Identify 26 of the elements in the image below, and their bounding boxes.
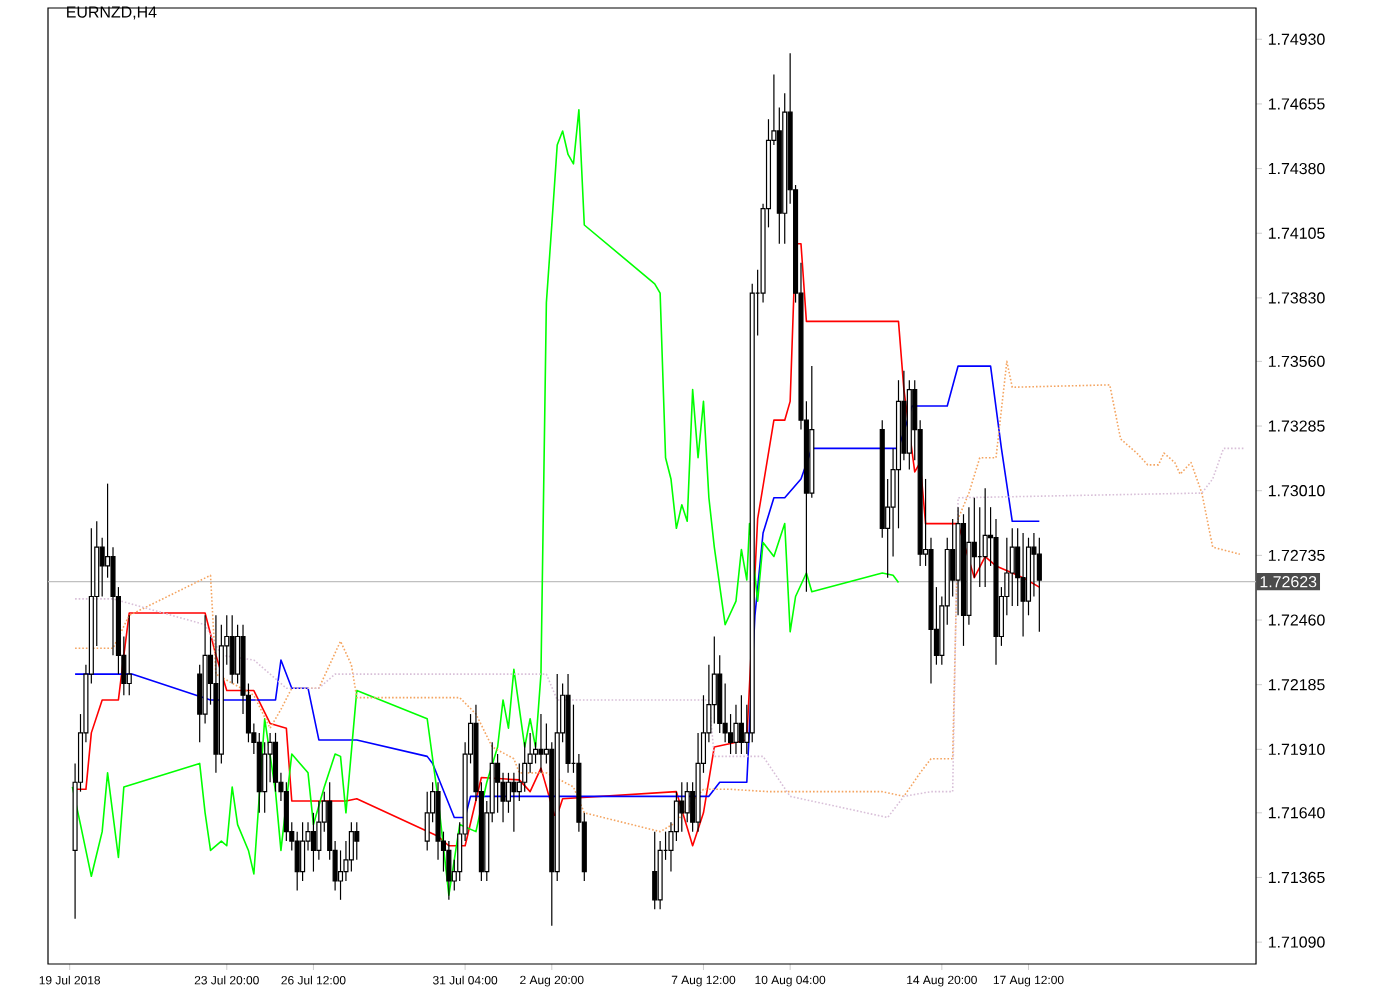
candlestick <box>538 713 544 774</box>
candlestick <box>272 732 279 793</box>
candlestick <box>1020 532 1026 638</box>
candlestick <box>738 694 744 755</box>
candlestick <box>511 772 517 833</box>
candlestick <box>679 781 685 833</box>
candlestick <box>310 812 316 873</box>
candlestick <box>262 741 268 814</box>
line-series <box>74 447 1246 819</box>
candlestick <box>446 840 452 901</box>
candlestick <box>652 831 658 910</box>
candlestick <box>337 849 344 901</box>
candlestick <box>229 614 235 685</box>
candlestick <box>300 821 306 882</box>
candlestick <box>522 741 528 793</box>
candlestick <box>733 704 739 755</box>
candlestick <box>532 741 539 765</box>
candlestick <box>1036 537 1042 633</box>
candlestick <box>495 753 501 814</box>
line-series <box>74 360 1241 833</box>
candlestick <box>354 821 360 861</box>
candlestick <box>982 487 988 588</box>
candlestick <box>283 781 289 842</box>
candlestick <box>126 614 132 696</box>
candlestick <box>1009 527 1015 607</box>
candlestick <box>348 821 354 873</box>
